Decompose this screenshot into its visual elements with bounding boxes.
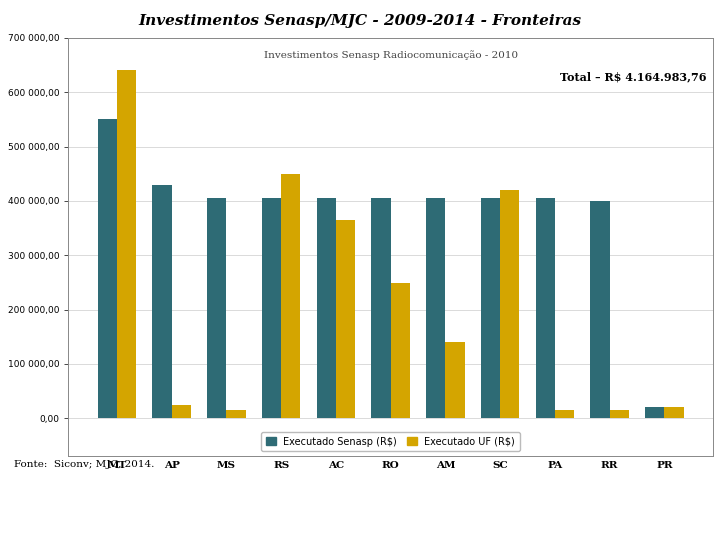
- Bar: [317, 198, 336, 418]
- Bar: [171, 404, 191, 418]
- Text: SENASP: SENASP: [22, 495, 84, 509]
- Bar: [262, 198, 281, 418]
- Bar: [117, 70, 136, 418]
- Bar: [446, 342, 464, 418]
- Text: Investimentos Senasp Radiocomunicação - 2010: Investimentos Senasp Radiocomunicação - …: [264, 50, 518, 60]
- Text: MINISTÉRIO DA: MINISTÉRIO DA: [518, 495, 585, 504]
- Bar: [645, 407, 665, 419]
- Bar: [590, 201, 610, 418]
- Bar: [372, 198, 390, 418]
- Bar: [426, 198, 446, 418]
- Text: Investimentos Senasp/MJC - 2009-2014 - Fronteiras: Investimentos Senasp/MJC - 2009-2014 - F…: [138, 14, 582, 28]
- Bar: [665, 407, 683, 419]
- Bar: [226, 410, 246, 418]
- Legend: Executado Senasp (R$), Executado UF (R$): Executado Senasp (R$), Executado UF (R$): [261, 431, 520, 451]
- Text: Secretaria Nacional de Segurança Pública: Secretaria Nacional de Segurança Pública: [22, 520, 197, 529]
- Bar: [391, 284, 410, 418]
- Text: Fonte:  Siconv; MJC, 2014.: Fonte: Siconv; MJC, 2014.: [14, 460, 155, 469]
- Bar: [153, 185, 171, 418]
- Text: JUSTIÇA: JUSTIÇA: [518, 520, 571, 533]
- Bar: [555, 410, 574, 418]
- Bar: [336, 220, 355, 418]
- Text: Total – R$ 4.164.983,76: Total – R$ 4.164.983,76: [560, 71, 706, 82]
- Bar: [481, 198, 500, 418]
- Bar: [610, 410, 629, 418]
- Bar: [536, 198, 555, 418]
- Bar: [207, 198, 226, 418]
- Bar: [500, 190, 519, 418]
- Bar: [98, 119, 117, 418]
- Bar: [281, 174, 300, 418]
